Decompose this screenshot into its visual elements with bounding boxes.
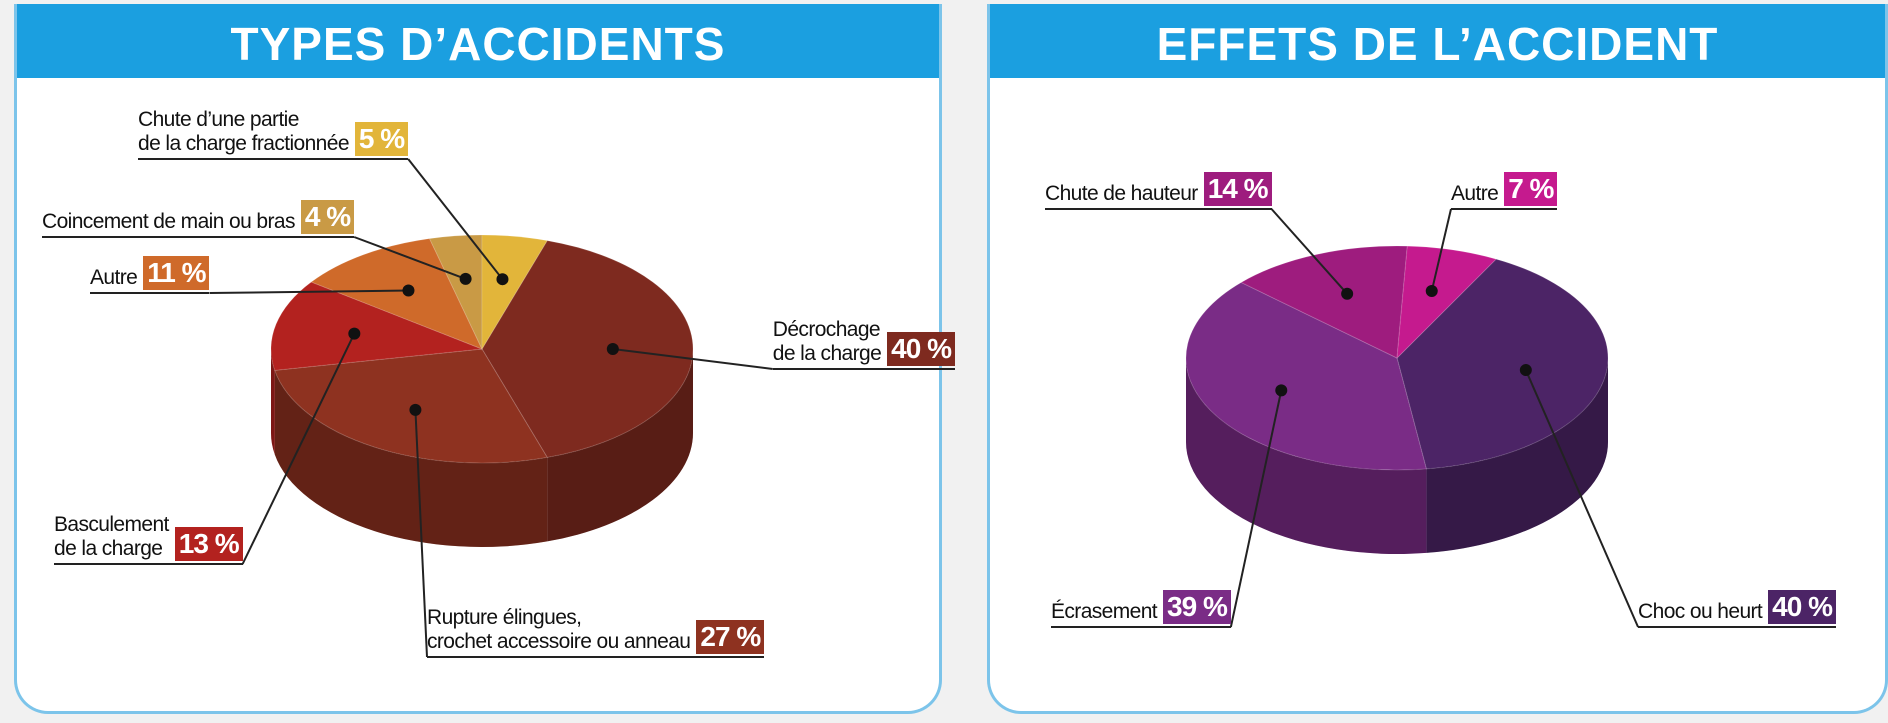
leader-line xyxy=(353,236,466,280)
label: Coincement de main ou bras 4 % xyxy=(42,200,355,238)
leader-line xyxy=(407,158,504,280)
leader-line xyxy=(1270,208,1348,295)
pie-side xyxy=(271,349,275,455)
label: Rupture élingues, crochet accessoire ou … xyxy=(427,606,765,658)
value-label: 14 % xyxy=(1203,172,1272,206)
category-label: Rupture élingues, crochet accessoire ou … xyxy=(427,606,691,653)
value-label: 4 % xyxy=(300,200,355,234)
label: Basculement de la charge 13 % xyxy=(54,513,243,565)
pie-slice xyxy=(1240,245,1408,359)
pie-side xyxy=(274,370,548,547)
chart-title: EFFETS DE L’ACCIDENT xyxy=(990,4,1885,78)
pie-side xyxy=(547,349,693,542)
category-label: Autre xyxy=(1451,182,1499,205)
pie-slice xyxy=(310,238,483,350)
leader-dot xyxy=(348,327,361,340)
label: Autre 11 % xyxy=(90,256,210,294)
value-label: 27 % xyxy=(696,620,765,654)
value-label: 5 % xyxy=(354,122,409,156)
chart-title: TYPES D’ACCIDENTS xyxy=(17,4,939,78)
label: Chute d’une partie de la charge fraction… xyxy=(138,108,409,160)
label: Écrasement 39 % xyxy=(1051,590,1231,628)
leader-line xyxy=(1229,390,1283,628)
leader-dot xyxy=(606,343,619,355)
value-label: 40 % xyxy=(887,332,955,366)
leader-dot xyxy=(409,403,422,416)
leader-line xyxy=(241,333,356,565)
category-label: Écrasement xyxy=(1051,600,1158,623)
side-shade xyxy=(274,370,548,547)
side-shade xyxy=(271,349,275,455)
label: Autre 7 % xyxy=(1451,172,1558,210)
pie-side xyxy=(1186,358,1427,554)
side-shade xyxy=(1426,358,1608,553)
leader-line xyxy=(414,409,428,658)
leader-line xyxy=(612,348,773,370)
pie-slice xyxy=(1396,245,1498,360)
leader-line xyxy=(1524,369,1639,628)
leader-dot xyxy=(1425,285,1438,298)
category-label: Chute d’une partie de la charge fraction… xyxy=(138,108,350,155)
pie-slice xyxy=(428,234,483,350)
value-label: 11 % xyxy=(143,256,210,290)
value-label: 39 % xyxy=(1163,590,1231,624)
panel: TYPES D’ACCIDENTS xyxy=(14,4,942,714)
side-shade xyxy=(547,349,693,542)
pie-slice xyxy=(270,281,483,371)
category-label: Basculement de la charge xyxy=(54,513,169,560)
category-label: Coincement de main ou bras xyxy=(42,210,295,233)
leader-line xyxy=(1430,208,1452,292)
pie-side xyxy=(1426,358,1608,553)
category-label: Décrochage de la charge xyxy=(772,318,882,365)
value-label: 13 % xyxy=(174,527,243,561)
value-label: 40 % xyxy=(1768,590,1836,624)
leader-dot xyxy=(1341,287,1354,300)
pie-slice xyxy=(481,234,549,351)
leader-dot xyxy=(402,284,415,297)
category-label: Choc ou heurt xyxy=(1638,600,1763,623)
pie-slice xyxy=(1185,281,1428,471)
label: Choc ou heurt 40 % xyxy=(1638,590,1836,628)
pie-slice xyxy=(1396,258,1609,470)
side-shade xyxy=(1186,358,1427,554)
category-label: Autre xyxy=(90,266,138,289)
leader-dot xyxy=(1275,384,1288,397)
value-label: 7 % xyxy=(1504,172,1558,206)
label: Décrochage de la charge 40 % xyxy=(772,318,955,370)
pie-slice xyxy=(481,240,694,458)
leader-dot xyxy=(496,273,509,286)
category-label: Chute de hauteur xyxy=(1045,182,1198,205)
leader-dot xyxy=(459,272,472,285)
leader-dot xyxy=(1519,364,1532,377)
leader-line xyxy=(209,289,409,294)
label: Chute de hauteur 14 % xyxy=(1045,172,1272,210)
